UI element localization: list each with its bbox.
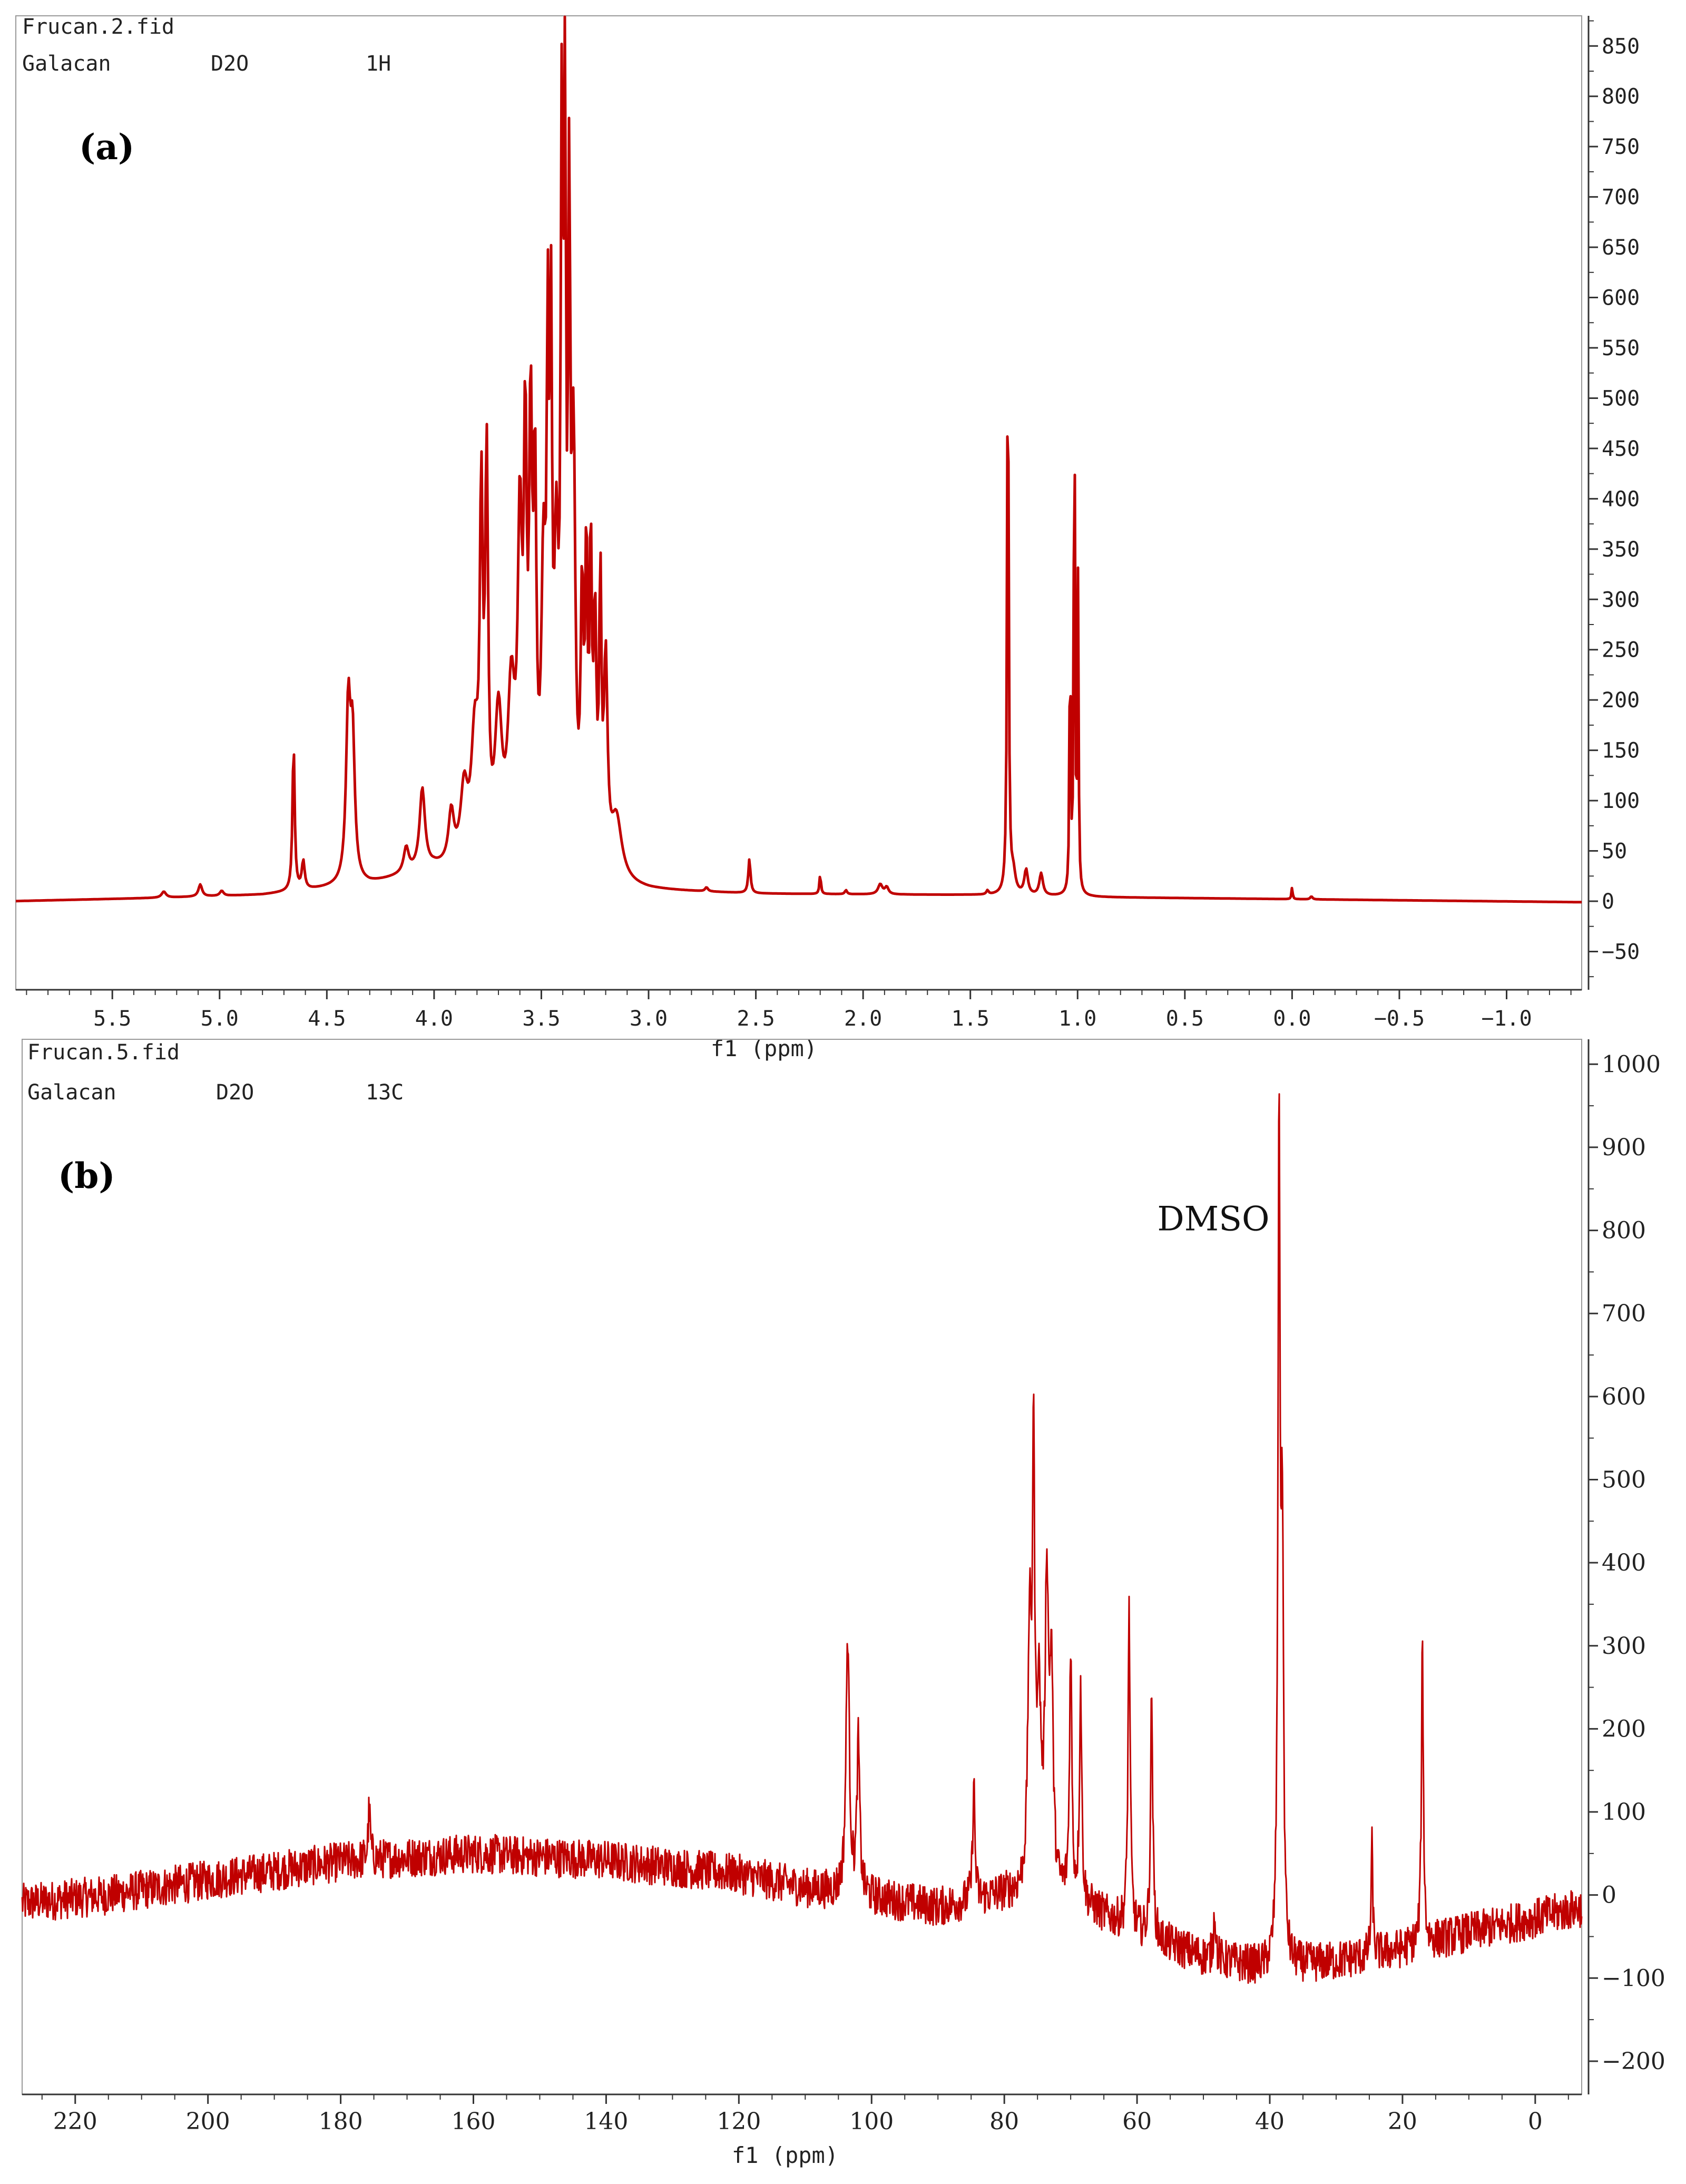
y-tick-label: −50 bbox=[1602, 940, 1640, 964]
y-tick-label: 500 bbox=[1602, 1466, 1646, 1493]
y-tick-label: −200 bbox=[1602, 2048, 1665, 2075]
y-tick-label: 300 bbox=[1602, 1633, 1646, 1660]
y-tick-label: 900 bbox=[1602, 1134, 1646, 1161]
x-tick-label: 0 bbox=[1528, 2108, 1543, 2135]
x-tick-label: 5.0 bbox=[201, 1007, 239, 1031]
x-tick-label: −1.0 bbox=[1481, 1007, 1532, 1031]
panel-a-nucleus: 1H bbox=[366, 52, 391, 76]
panel-b-sample: Galacan bbox=[27, 1080, 116, 1105]
x-tick-label: 2.0 bbox=[844, 1007, 882, 1031]
x-tick-label: 5.5 bbox=[93, 1007, 131, 1031]
y-tick-label: 800 bbox=[1602, 85, 1640, 109]
x-tick-label: 180 bbox=[319, 2108, 363, 2135]
x-tick-label: 160 bbox=[452, 2108, 496, 2135]
x-tick-label: 2.5 bbox=[737, 1007, 775, 1031]
panel-a-label: (a) bbox=[79, 126, 134, 168]
y-tick-label: 850 bbox=[1602, 34, 1640, 58]
y-tick-label: 50 bbox=[1602, 840, 1627, 864]
y-tick-label: 200 bbox=[1602, 688, 1640, 713]
x-tick-label: 1.0 bbox=[1058, 1007, 1096, 1031]
y-tick-label: 350 bbox=[1602, 538, 1640, 562]
y-tick-label: 700 bbox=[1602, 186, 1640, 210]
x-tick-label: 3.0 bbox=[630, 1007, 668, 1031]
y-tick-label: 0 bbox=[1602, 1882, 1616, 1909]
panel-b-nucleus: 13C bbox=[366, 1080, 404, 1105]
x-tick-label: 100 bbox=[849, 2108, 894, 2135]
panel-b: Frucan.5.fid Galacan D2O 13C (b) 220 200… bbox=[21, 1039, 1665, 2168]
panel-b-y-tick-labels: 1000 900 800 700 600 500 400 300 200 100… bbox=[1602, 1051, 1665, 2075]
panel-b-y-ticks bbox=[1589, 1063, 1598, 2062]
y-tick-label: 100 bbox=[1602, 1799, 1646, 1826]
panel-a-spectrum-line bbox=[15, 15, 1582, 904]
x-tick-label: 80 bbox=[989, 2108, 1019, 2135]
panel-a-x-tick-labels: 5.5 5.0 4.5 4.0 3.5 3.0 2.5 2.0 1.5 1.0 … bbox=[93, 1007, 1532, 1031]
y-tick-label: 300 bbox=[1602, 588, 1640, 612]
x-tick-label: 0.0 bbox=[1273, 1007, 1311, 1031]
x-tick-label: 40 bbox=[1255, 2108, 1285, 2135]
x-tick-label: 200 bbox=[186, 2108, 230, 2135]
x-tick-label: 4.5 bbox=[308, 1007, 346, 1031]
y-tick-label: 600 bbox=[1602, 286, 1640, 310]
x-tick-label: 220 bbox=[53, 2108, 97, 2135]
y-tick-label: 700 bbox=[1602, 1300, 1646, 1327]
y-tick-label: 750 bbox=[1602, 135, 1640, 159]
x-tick-label: 1.5 bbox=[952, 1007, 989, 1031]
y-tick-label: 200 bbox=[1602, 1715, 1646, 1742]
y-tick-label: 150 bbox=[1602, 739, 1640, 763]
y-tick-label: 100 bbox=[1602, 789, 1640, 813]
x-tick-label: 3.5 bbox=[522, 1007, 560, 1031]
y-tick-label: 500 bbox=[1602, 386, 1640, 411]
y-tick-label: 650 bbox=[1602, 236, 1640, 260]
panel-a-x-ticks bbox=[26, 990, 1572, 999]
y-tick-label: 250 bbox=[1602, 638, 1640, 662]
y-tick-label: 800 bbox=[1602, 1217, 1646, 1244]
panel-a: Frucan.2.fid Galacan D2O 1H (a) 5.5 5.0 … bbox=[15, 15, 1640, 1061]
panel-b-label: (b) bbox=[58, 1155, 115, 1196]
y-tick-label: 400 bbox=[1602, 487, 1640, 511]
panel-a-y-ticks bbox=[1589, 20, 1598, 978]
x-tick-label: 120 bbox=[717, 2108, 761, 2135]
y-tick-label: 550 bbox=[1602, 336, 1640, 360]
y-tick-label: 450 bbox=[1602, 437, 1640, 461]
x-tick-label: 20 bbox=[1388, 2108, 1417, 2135]
y-tick-label: 400 bbox=[1602, 1549, 1646, 1576]
panel-b-x-axis-label: f1 (ppm) bbox=[732, 2142, 838, 2168]
panel-b-x-tick-labels: 220 200 180 160 140 120 100 80 60 40 20 … bbox=[53, 2108, 1543, 2135]
x-tick-label: 60 bbox=[1122, 2108, 1152, 2135]
y-tick-label: −100 bbox=[1602, 1965, 1665, 1992]
panel-a-filename: Frucan.2.fid bbox=[22, 15, 174, 39]
x-tick-label: 140 bbox=[584, 2108, 628, 2135]
panel-b-x-ticks bbox=[41, 2094, 1569, 2104]
panel-b-filename: Frucan.5.fid bbox=[27, 1040, 180, 1065]
dmso-annotation: DMSO bbox=[1157, 1200, 1269, 1239]
panel-a-x-axis-label: f1 (ppm) bbox=[711, 1036, 817, 1061]
y-tick-label: 600 bbox=[1602, 1383, 1646, 1410]
x-tick-label: −0.5 bbox=[1374, 1007, 1425, 1031]
y-tick-label: 1000 bbox=[1602, 1051, 1661, 1078]
y-tick-label: 0 bbox=[1602, 890, 1614, 914]
panel-a-y-tick-labels: 850 800 750 700 650 600 550 500 450 400 … bbox=[1602, 34, 1640, 964]
panel-b-solvent: D2O bbox=[216, 1080, 254, 1105]
panel-a-solvent: D2O bbox=[211, 52, 249, 76]
x-tick-label: 4.0 bbox=[415, 1007, 453, 1031]
panel-b-spectrum-line bbox=[21, 1093, 1583, 1984]
x-tick-label: 0.5 bbox=[1166, 1007, 1204, 1031]
panel-a-sample: Galacan bbox=[22, 52, 111, 76]
